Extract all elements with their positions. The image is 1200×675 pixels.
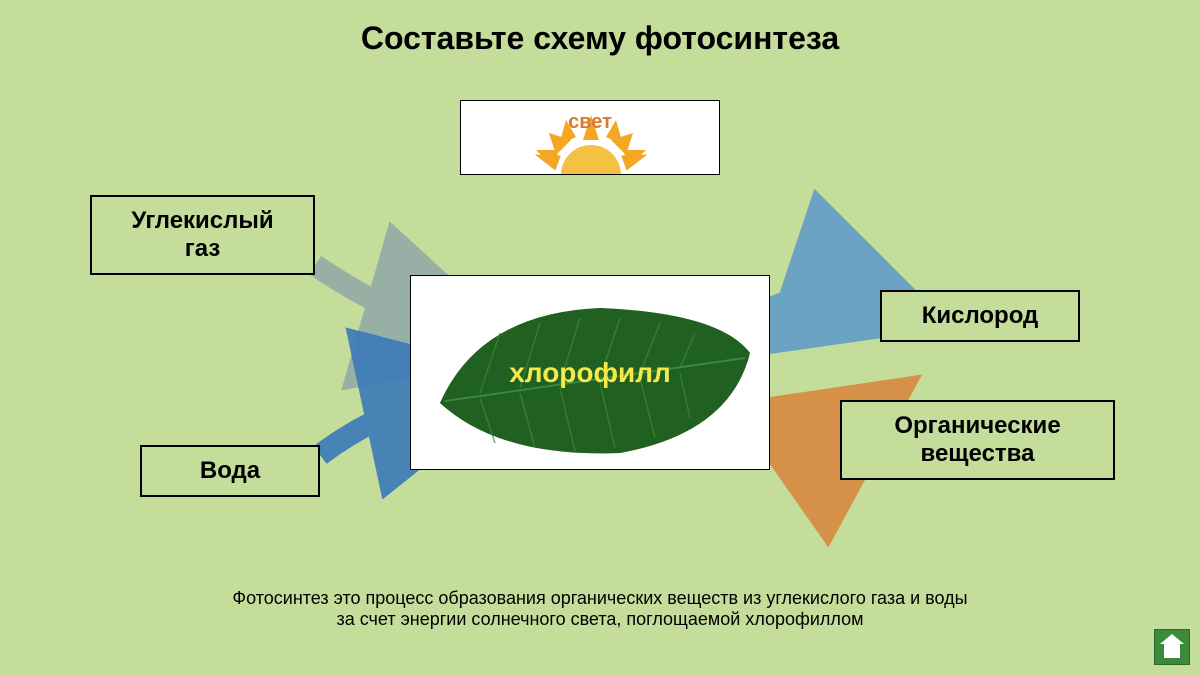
organic-box: Органические вещества [840, 400, 1115, 480]
water-box: Вода [140, 445, 320, 497]
leaf-label: хлорофилл [509, 357, 671, 389]
footer-line1: Фотосинтез это процесс образования орган… [0, 588, 1200, 609]
home-icon[interactable] [1154, 629, 1190, 665]
footer-line2: за счет энергии солнечного света, поглощ… [0, 609, 1200, 630]
footer-note: Фотосинтез это процесс образования орган… [0, 588, 1200, 630]
o2-box: Кислород [880, 290, 1080, 342]
leaf-box: хлорофилл [410, 275, 770, 470]
sun-box: свет [460, 100, 720, 175]
co2-box: Углекислый газ [90, 195, 315, 275]
sun-label: свет [568, 111, 612, 134]
page-title: Составьте схему фотосинтеза [0, 0, 1200, 57]
